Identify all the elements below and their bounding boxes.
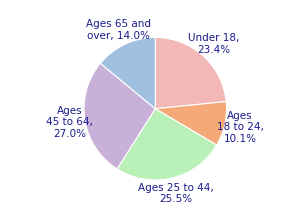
Text: Ages
18 to 24,
10.1%: Ages 18 to 24, 10.1% [217,111,264,144]
Text: Ages 65 and
over, 14.0%: Ages 65 and over, 14.0% [86,19,151,41]
Wedge shape [155,37,226,109]
Wedge shape [84,63,155,169]
Text: Ages 25 to 44,
25.5%: Ages 25 to 44, 25.5% [138,183,214,204]
Wedge shape [155,102,226,145]
Wedge shape [117,109,217,180]
Text: Under 18,
23.4%: Under 18, 23.4% [188,33,239,55]
Text: Ages
45 to 64,
27.0%: Ages 45 to 64, 27.0% [46,106,93,139]
Wedge shape [100,37,155,109]
